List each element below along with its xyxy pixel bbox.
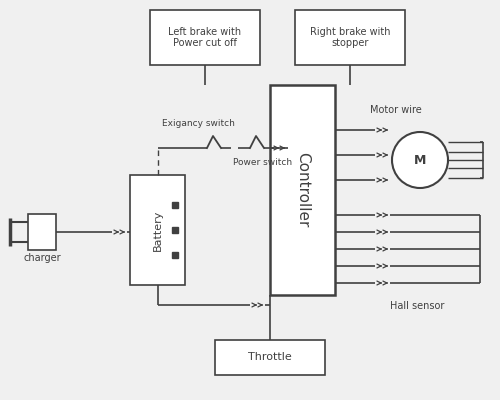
Text: Power switch: Power switch [233,158,292,167]
Text: Hall sensor: Hall sensor [390,301,444,311]
Circle shape [392,132,448,188]
Bar [28,214,56,250]
Text: Throttle: Throttle [248,352,292,362]
Text: Battery: Battery [152,209,162,251]
Bar [130,175,185,285]
Text: Right brake with
stopper: Right brake with stopper [310,27,390,48]
Text: Exigancy switch: Exigancy switch [162,119,236,128]
Bar [295,10,405,65]
Bar [270,85,335,295]
Text: charger: charger [23,253,61,263]
Text: Motor wire: Motor wire [370,105,422,115]
Bar [215,340,325,375]
Text: M: M [414,154,426,166]
Text: Controller: Controller [295,152,310,228]
Text: Left brake with
Power cut off: Left brake with Power cut off [168,27,242,48]
Bar [150,10,260,65]
